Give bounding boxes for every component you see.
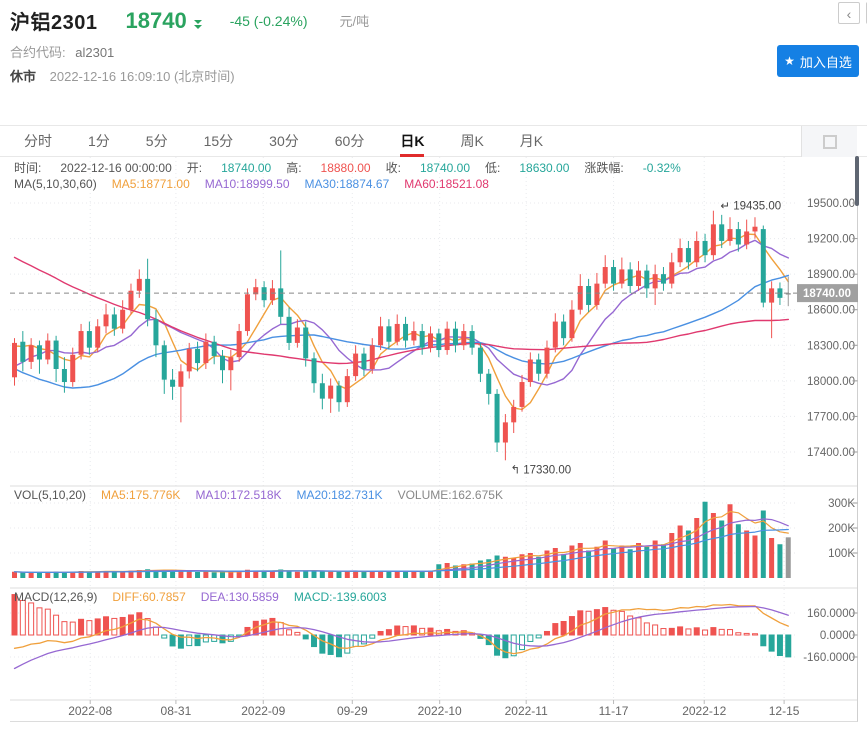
fullscreen-icon (822, 134, 837, 149)
price-unit: 元/吨 (339, 14, 370, 29)
quote-timestamp: 2022-12-16 16:09:10 (北京时间) (49, 69, 235, 84)
contract-code-label: 合约代码: (10, 45, 66, 60)
kline-chart[interactable]: 18740.00 19500.00 19200.00 18900.00 18600.00… (10, 157, 858, 722)
svg-text:17400.00: 17400.00 (807, 447, 855, 459)
fullscreen-button[interactable] (801, 126, 857, 157)
tab-月K[interactable]: 月K (519, 133, 544, 149)
svg-text:17700.00: 17700.00 (807, 411, 855, 423)
add-watchlist-label: 加入自选 (799, 54, 852, 70)
svg-text:2022-10: 2022-10 (418, 704, 462, 718)
chart-scrollbar-thumb[interactable] (855, 156, 859, 206)
svg-text:2022-08: 2022-08 (68, 704, 112, 718)
price-change: -45 (-0.24%) (229, 12, 308, 29)
tab-1分[interactable]: 1分 (88, 133, 110, 149)
svg-text:12-15: 12-15 (769, 704, 800, 718)
svg-text:↰ 17330.00: ↰ 17330.00 (510, 464, 571, 476)
svg-text:09-29: 09-29 (337, 704, 368, 718)
svg-text:2022-09: 2022-09 (241, 704, 285, 718)
svg-text:100K: 100K (828, 548, 855, 560)
svg-text:300K: 300K (828, 498, 855, 510)
add-watchlist-button[interactable]: ★ 加入自选 (777, 45, 859, 77)
contract-code-row: 合约代码: al2301 (10, 42, 114, 61)
contract-code-value: al2301 (75, 45, 115, 60)
svg-text:↵ 19435.00: ↵ 19435.00 (720, 201, 781, 213)
svg-text:200K: 200K (828, 523, 855, 535)
svg-text:18300.00: 18300.00 (807, 340, 855, 352)
star-icon: ★ (784, 54, 795, 68)
price-down-arrow-icon (193, 19, 202, 29)
collapse-panel-button[interactable]: ‹ (838, 2, 860, 24)
svg-text:19500.00: 19500.00 (807, 198, 855, 210)
market-status: 休市 (10, 69, 37, 84)
market-status-row: 休市 2022-12-16 16:09:10 (北京时间) (10, 66, 235, 85)
svg-text:160.0000: 160.0000 (807, 608, 855, 620)
svg-text:2022-12: 2022-12 (682, 704, 726, 718)
tab-15分[interactable]: 15分 (203, 133, 234, 149)
candles-layer (12, 210, 791, 461)
period-tabs: 分时 1分 5分 15分 30分 60分 日K 周K 月K (0, 126, 867, 157)
svg-text:0.0000: 0.0000 (820, 630, 855, 642)
svg-text:-160.0000: -160.0000 (803, 652, 855, 664)
tab-日K[interactable]: 日K (400, 126, 425, 157)
last-price: 18740 (125, 7, 187, 33)
svg-text:18600.00: 18600.00 (807, 305, 855, 317)
svg-text:19200.00: 19200.00 (807, 234, 855, 246)
svg-text:11-17: 11-17 (599, 704, 629, 718)
tab-30分[interactable]: 30分 (269, 133, 299, 149)
tab-周K[interactable]: 周K (460, 133, 484, 149)
quote-header: 沪铝2301 18740 -45 (-0.24%) 元/吨 合约代码: al23… (0, 0, 867, 125)
kline-chart-svg[interactable]: 18740.00 19500.00 19200.00 18900.00 18600.00… (10, 157, 858, 722)
svg-text:08-31: 08-31 (161, 704, 192, 718)
svg-text:2022-11: 2022-11 (505, 704, 548, 718)
tab-5分[interactable]: 5分 (145, 133, 168, 149)
svg-text:18000.00: 18000.00 (807, 376, 855, 388)
tab-60分[interactable]: 60分 (334, 133, 365, 149)
svg-text:18740.00: 18740.00 (803, 288, 851, 300)
tab-分时[interactable]: 分时 (24, 133, 52, 149)
period-tabbar: 分时 1分 5分 15分 30分 60分 日K 周K 月K (0, 125, 867, 157)
contract-title: 沪铝2301 (10, 12, 98, 34)
svg-text:18900.00: 18900.00 (807, 269, 855, 281)
